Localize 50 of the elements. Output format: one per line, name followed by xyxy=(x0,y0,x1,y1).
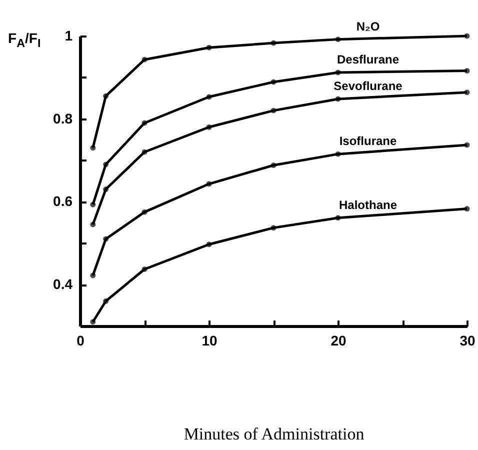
point xyxy=(206,242,212,248)
point xyxy=(142,120,148,126)
point xyxy=(206,94,212,100)
point xyxy=(270,225,276,231)
point xyxy=(142,209,148,215)
point xyxy=(270,108,276,114)
point xyxy=(335,96,341,102)
series-label: Desflurane xyxy=(336,52,400,66)
point xyxy=(206,181,212,187)
point xyxy=(142,266,148,272)
x-tick-label: 10 xyxy=(202,332,218,348)
series-label: N₂O xyxy=(356,19,380,34)
point xyxy=(464,206,470,212)
point xyxy=(335,215,341,221)
point xyxy=(464,33,470,39)
point xyxy=(142,56,148,62)
point xyxy=(335,36,341,42)
point xyxy=(335,70,341,76)
point xyxy=(206,44,212,50)
series-label: Halothane xyxy=(338,198,398,212)
point xyxy=(206,124,212,130)
series-label: Sevoflurane xyxy=(334,78,403,93)
x-tick-label: 20 xyxy=(330,332,346,348)
y-tick-label: 1 xyxy=(64,28,73,44)
point xyxy=(103,236,109,242)
x-axis-title: Minutes of Administration xyxy=(184,424,365,444)
y-axis-title: F$_{A}$/F$_{I}$ xyxy=(8,30,41,50)
series-label: Isoflurane xyxy=(339,134,397,148)
point xyxy=(335,151,341,157)
point xyxy=(90,272,96,278)
point xyxy=(464,142,470,148)
point xyxy=(270,40,276,46)
x-tick-label: 0 xyxy=(76,332,85,348)
point xyxy=(270,79,276,85)
point xyxy=(90,145,96,151)
point xyxy=(90,319,96,325)
y-tick-label: 0.8 xyxy=(53,110,73,126)
point xyxy=(103,93,109,99)
point xyxy=(142,149,148,155)
y-tick-label: 0.6 xyxy=(53,193,73,210)
point xyxy=(103,162,109,168)
x-tick-label: 30 xyxy=(460,332,476,348)
point xyxy=(90,202,96,208)
point xyxy=(90,222,96,228)
y-tick-label: 0.4 xyxy=(53,276,73,292)
point xyxy=(103,186,109,192)
point xyxy=(270,162,276,168)
point xyxy=(464,90,470,96)
point xyxy=(464,68,470,74)
point xyxy=(103,298,109,304)
